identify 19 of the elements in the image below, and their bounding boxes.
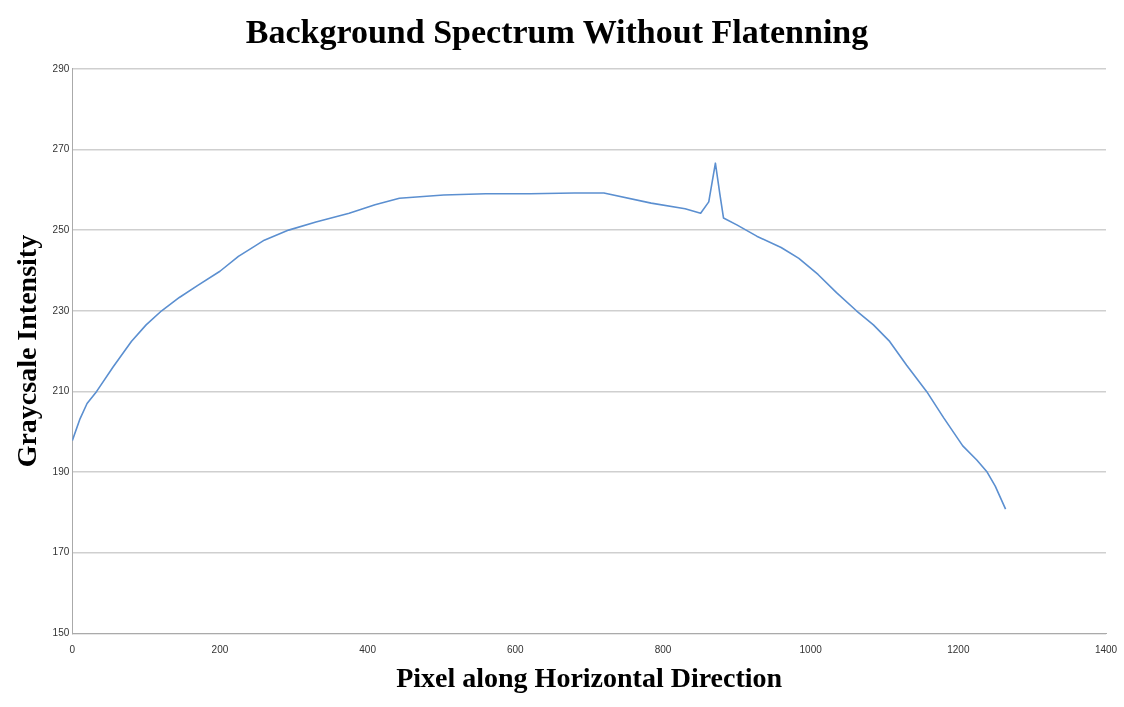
x-tick-label: 0 bbox=[69, 644, 76, 656]
y-tick-label: 230 bbox=[52, 304, 70, 316]
x-tick-label: 600 bbox=[506, 644, 525, 656]
y-tick-label: 250 bbox=[52, 223, 70, 235]
x-tick-label: 800 bbox=[654, 644, 672, 656]
y-tick-label: 290 bbox=[52, 62, 70, 74]
y-tick-label: 270 bbox=[52, 143, 70, 155]
x-axis-title: Pixel along Horizontal Direction bbox=[396, 662, 783, 694]
y-tick-label: 210 bbox=[52, 385, 70, 397]
chart-title: Background Spectrum Without Flatenning bbox=[245, 13, 869, 51]
x-tick-label: 1200 bbox=[947, 644, 970, 656]
y-tick-label: 190 bbox=[52, 465, 70, 477]
y-tick-label: 170 bbox=[52, 546, 70, 558]
x-tick-label: 200 bbox=[211, 644, 229, 656]
x-tick-label: 1400 bbox=[1094, 644, 1118, 656]
x-tick-label: 400 bbox=[359, 644, 377, 656]
y-tick-label: 150 bbox=[52, 627, 70, 639]
y-axis-title: Graycsale Intensity bbox=[11, 234, 43, 468]
x-tick-label: 1000 bbox=[799, 644, 823, 656]
